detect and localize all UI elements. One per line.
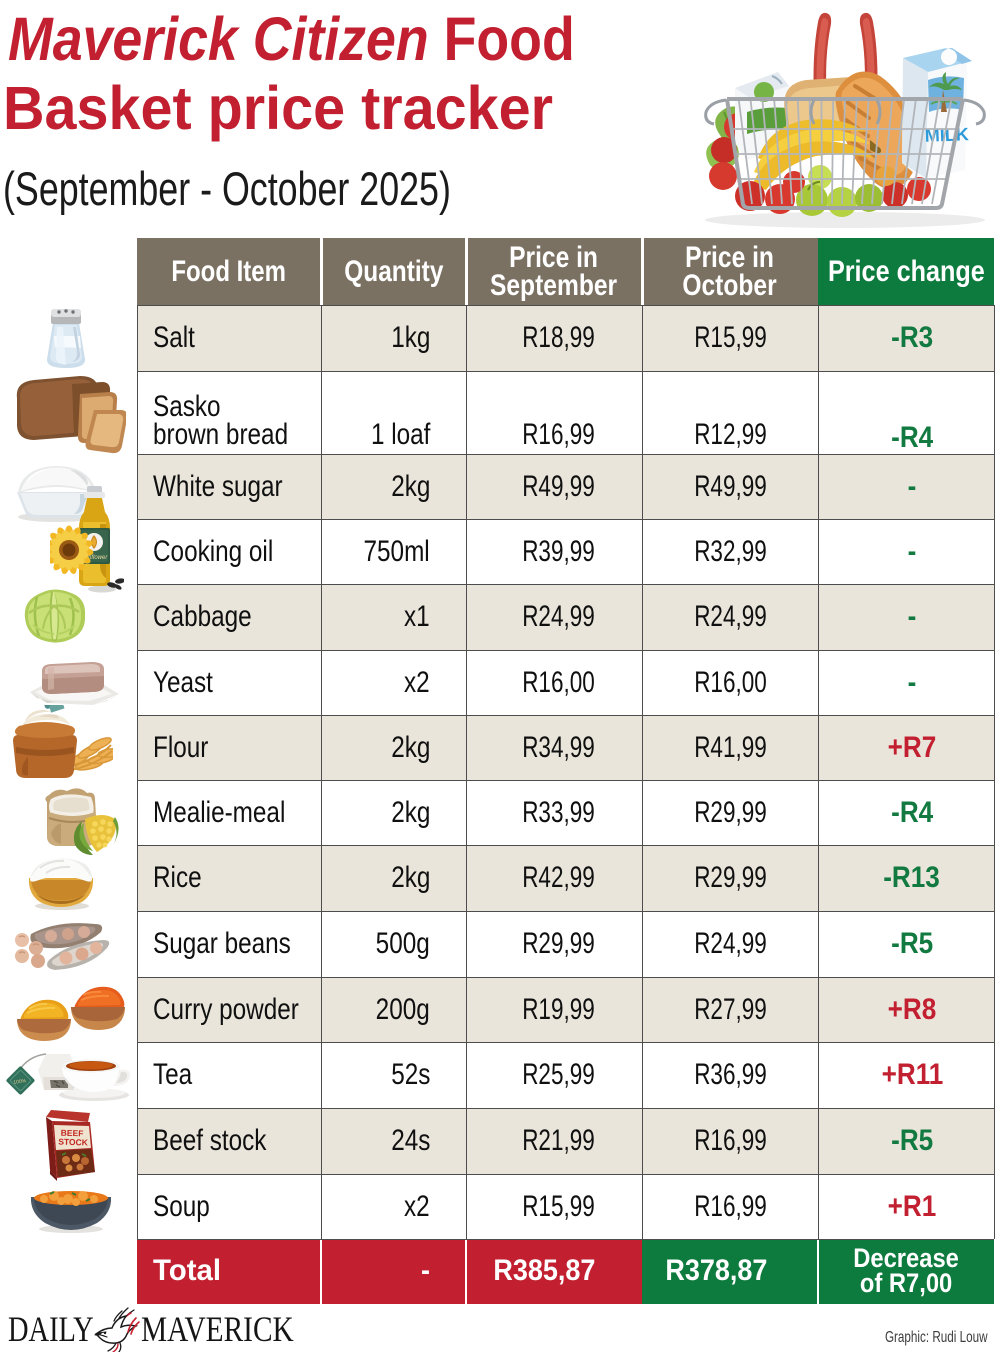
svg-text:Sunflower: Sunflower	[81, 555, 109, 561]
svg-text:100%: 100%	[13, 1078, 27, 1086]
svg-text:BEEF: BEEF	[61, 1128, 84, 1139]
svg-text:STOCK: STOCK	[58, 1136, 89, 1147]
